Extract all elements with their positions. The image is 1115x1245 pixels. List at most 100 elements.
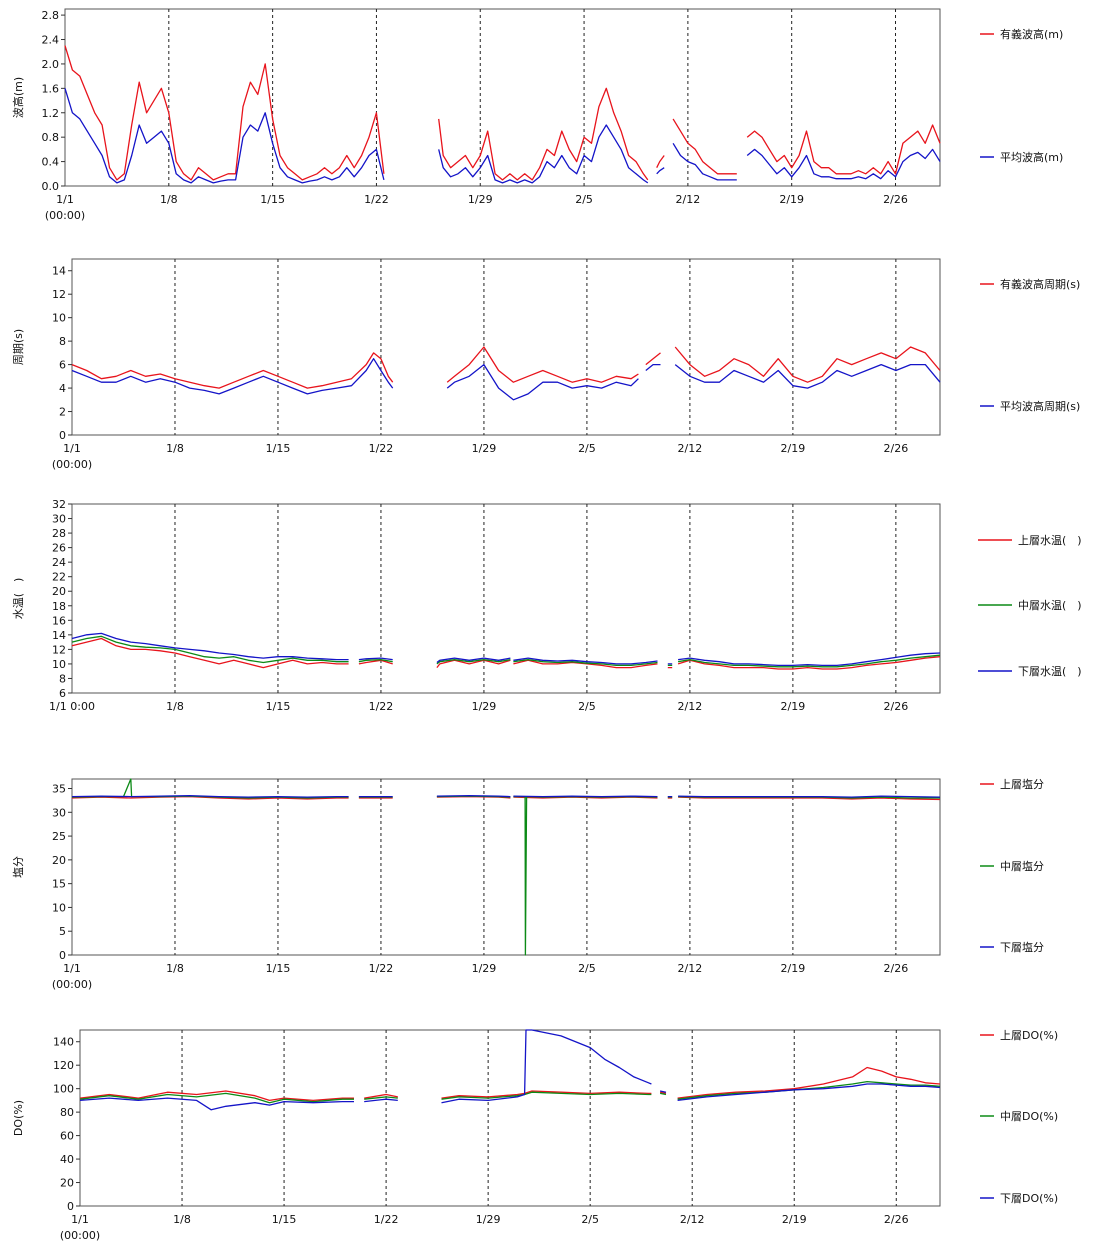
x-tick-label: 2/19 [779, 193, 804, 206]
y-tick-label: 25 [52, 830, 66, 843]
x-tick-label: 2/19 [782, 1213, 807, 1226]
y-tick-label: 10 [52, 901, 66, 914]
y-tick-label: 0 [67, 1200, 74, 1213]
y-tick-label: 0.4 [42, 156, 60, 169]
x-tick-label: 1/22 [369, 962, 394, 975]
x-tick-label: 1/1 [63, 442, 81, 455]
x-tick-sublabel: (00:00) [52, 978, 92, 991]
y-tick-label: 30 [52, 513, 66, 526]
legend-label: 平均波高周期(s) [1000, 399, 1080, 413]
x-tick-label: 1/22 [369, 442, 394, 455]
y-tick-label: 140 [53, 1036, 74, 1049]
series-line-1 [64, 45, 941, 181]
y-tick-label: 1.6 [42, 82, 60, 95]
y-tick-label: 32 [52, 498, 66, 511]
x-tick-sublabel: (00:00) [60, 1229, 100, 1242]
x-tick-label: 1/1 [71, 1213, 89, 1226]
y-tick-label: 4 [59, 382, 66, 395]
y-tick-label: 6 [59, 359, 66, 372]
series-line-2 [64, 88, 941, 184]
y-tick-label: 10 [52, 312, 66, 325]
y-tick-label: 20 [52, 585, 66, 598]
x-tick-label: 2/5 [578, 442, 596, 455]
y-axis-label: 水温( ) [12, 578, 25, 620]
series-line-2 [71, 635, 941, 668]
x-tick-sublabel: (00:00) [52, 458, 92, 471]
y-tick-label: 26 [52, 542, 66, 555]
legend-label: 下層DO(%) [1000, 1192, 1058, 1205]
y-tick-label: 8 [59, 672, 66, 685]
x-tick-label: 1/15 [266, 962, 291, 975]
y-tick-label: 0.8 [42, 131, 60, 144]
x-tick-label: 2/12 [676, 193, 701, 206]
legend-label: 下層塩分 [1000, 940, 1044, 954]
x-tick-label: 2/5 [578, 962, 596, 975]
x-tick-label: 1/29 [468, 193, 493, 206]
y-tick-label: 28 [52, 527, 66, 540]
y-tick-label: 100 [53, 1083, 74, 1096]
x-tick-label: 1/1 [63, 962, 81, 975]
x-tick-label: 1/8 [166, 442, 184, 455]
y-tick-label: 40 [60, 1153, 74, 1166]
x-tick-label: 1/1 [56, 193, 74, 206]
y-tick-label: 0 [59, 429, 66, 442]
x-tick-label: 1/29 [472, 962, 497, 975]
legend-label: 中層DO(%) [1000, 1110, 1058, 1123]
x-tick-label: 1/1 0:00 [49, 700, 95, 713]
x-tick-label: 2/5 [581, 1213, 599, 1226]
y-tick-label: 15 [52, 878, 66, 891]
x-tick-label: 1/22 [369, 700, 394, 713]
y-tick-label: 30 [52, 806, 66, 819]
x-tick-label: 2/12 [678, 962, 703, 975]
y-tick-label: 1.2 [42, 107, 60, 120]
x-tick-label: 2/12 [678, 700, 703, 713]
legend-label: 平均波高(m) [1000, 150, 1063, 164]
y-axis-label: 塩分 [11, 856, 25, 878]
legend-label: 中層塩分 [1000, 859, 1044, 873]
chart-panel-3: 1/1 0:00 1/8 1/15 1/22 1/29 2/5 2/12 2/19 2/26 6 8… [12, 498, 1082, 713]
x-tick-label: 2/26 [884, 1213, 909, 1226]
chart-panel-5: 1/1 (00:00) 1/8 1/15 1/22 1/29 2/5 2/12 2/19 2/26… [12, 1029, 1058, 1242]
y-tick-label: 12 [52, 643, 66, 656]
y-tick-label: 35 [52, 783, 66, 796]
y-tick-label: 0 [59, 949, 66, 962]
y-tick-label: 8 [59, 335, 66, 348]
y-tick-label: 6 [59, 687, 66, 700]
x-tick-label: 2/5 [575, 193, 593, 206]
x-tick-label: 2/19 [781, 700, 806, 713]
x-tick-label: 2/26 [884, 700, 909, 713]
x-tick-label: 1/29 [472, 700, 497, 713]
y-tick-label: 2.0 [42, 58, 60, 71]
series-line-2 [71, 358, 941, 401]
y-tick-label: 18 [52, 600, 66, 613]
y-tick-label: 20 [60, 1177, 74, 1190]
x-tick-label: 1/15 [266, 442, 291, 455]
legend-label: 有義波高(m) [1000, 27, 1063, 41]
legend-label: 下層水温( ) [1018, 665, 1082, 678]
x-tick-label: 1/8 [166, 962, 184, 975]
series-line-1 [71, 346, 941, 389]
x-tick-label: 1/29 [476, 1213, 501, 1226]
y-axis-label: 波高(m) [11, 77, 25, 118]
y-tick-label: 120 [53, 1059, 74, 1072]
plot-frame [79, 1029, 941, 1207]
series-line-2 [79, 1080, 941, 1104]
y-tick-label: 2 [59, 406, 66, 419]
series-line-3 [71, 632, 941, 667]
y-tick-label: 60 [60, 1130, 74, 1143]
y-axis-label: 周期(s) [12, 329, 25, 365]
legend-label: 上層水温( ) [1018, 534, 1082, 547]
chart-panel-4: 1/1 (00:00) 1/8 1/15 1/22 1/29 2/5 2/12 2/19 2/26… [11, 777, 1044, 991]
y-tick-label: 24 [52, 556, 66, 569]
y-tick-label: 14 [52, 629, 66, 642]
x-tick-label: 1/15 [266, 700, 291, 713]
x-tick-label: 2/12 [678, 442, 703, 455]
x-tick-label: 1/15 [272, 1213, 297, 1226]
series-line-3 [79, 1029, 941, 1111]
x-tick-label: 2/5 [578, 700, 596, 713]
legend-label: 上層DO(%) [1000, 1029, 1058, 1042]
x-tick-label: 1/8 [173, 1213, 191, 1226]
legend-label: 有義波高周期(s) [1000, 277, 1080, 291]
series-line-1 [71, 637, 941, 670]
